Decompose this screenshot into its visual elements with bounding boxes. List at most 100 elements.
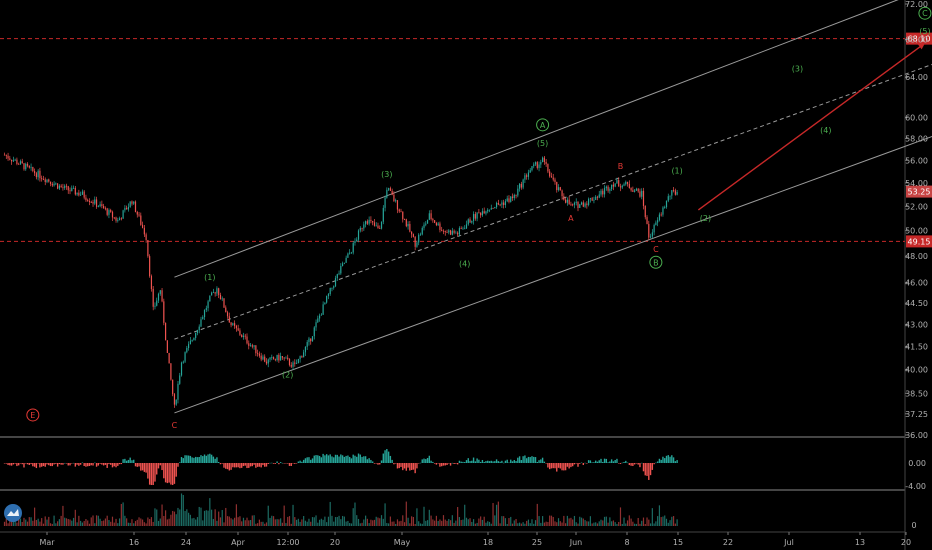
candle-body (589, 198, 591, 200)
candle-body (92, 202, 94, 204)
candle-body (23, 163, 25, 170)
oscillator-bar (547, 463, 549, 468)
oscillator-bar (515, 461, 517, 463)
oscillator-bar (566, 463, 569, 467)
candle-body (41, 178, 43, 180)
volume-bar (292, 504, 294, 526)
candle-body (12, 160, 14, 162)
volume-bar (563, 515, 565, 526)
candle-body (25, 163, 27, 170)
volume-bar (494, 515, 496, 526)
candle-body (435, 222, 437, 226)
oscillator-bar (563, 463, 565, 471)
volume-bar (318, 519, 321, 526)
volume-bar (649, 523, 652, 526)
oscillator-bar (21, 463, 23, 465)
oscillator-bar (251, 463, 254, 467)
oscillator-bar (136, 463, 138, 467)
volume-bar (487, 521, 489, 526)
oscillator-bar (635, 463, 638, 464)
oscillator-bar (210, 454, 213, 463)
candle-body (182, 361, 184, 363)
oscillator-bar (265, 463, 268, 467)
oscillator-bar (209, 453, 211, 463)
oscillator-bar (371, 461, 374, 463)
oscillator-bar (134, 463, 137, 467)
volume-bar (591, 523, 593, 526)
candle-body (219, 295, 222, 300)
volume-bar (584, 520, 586, 526)
candle-body (628, 183, 630, 189)
volume-bar (311, 517, 314, 526)
volume-bar (637, 517, 639, 526)
oscillator-bar (5, 463, 7, 464)
volume-bar (136, 519, 138, 526)
candle-body (175, 399, 177, 405)
oscillator-bar (525, 458, 528, 463)
oscillator-bar (108, 463, 110, 465)
candle-body (361, 227, 363, 229)
oscillator-bar (345, 455, 347, 463)
volume-bar (402, 515, 404, 526)
volume-bar (141, 519, 144, 526)
candle-body (464, 228, 466, 230)
oscillator-bar (510, 459, 512, 463)
oscillator-bar (618, 463, 620, 464)
candle-body (53, 183, 55, 186)
volume-bar (7, 523, 9, 526)
candle-body (48, 179, 50, 182)
oscillator-bar (343, 456, 346, 463)
time-tick-label: 8 (624, 538, 629, 547)
tradingview-logo[interactable] (4, 504, 22, 522)
projection-arrow[interactable] (697, 42, 926, 211)
time-axis[interactable]: Mar 16 24 Apr 12:00 20 May 18 25 Jun 8 15 22 Jul 13 20 (39, 532, 911, 547)
volume-bar (524, 523, 526, 526)
oscillator-bar (19, 463, 22, 464)
volume-bar (607, 522, 609, 526)
candle-body (150, 276, 153, 289)
oscillator-bar (433, 463, 436, 464)
candle-body (111, 211, 114, 218)
volume-bar (149, 519, 151, 526)
candle-body (280, 356, 282, 361)
candle-body (411, 231, 413, 235)
volume-bar (572, 519, 574, 526)
price-axis[interactable]: 72.00 68.00 64.00 60.00 58.00 56.00 54.00 52.00… (905, 0, 928, 440)
wave-label: (3) (792, 64, 803, 73)
oscillator-bar (35, 463, 38, 469)
horizontal-levels[interactable]: 68.10 49.15 53.25 (0, 32, 932, 248)
candle-body (203, 309, 206, 318)
volume-bar (180, 493, 183, 526)
candle-body (21, 161, 23, 164)
candle-body (30, 166, 32, 168)
candle-body (267, 359, 269, 364)
oscillator-bar (536, 461, 538, 463)
candle-body (667, 196, 669, 201)
volume-bar (18, 515, 20, 526)
candle-body (341, 263, 344, 266)
candle-body (395, 200, 397, 202)
volume-bar (425, 520, 427, 526)
trend-channel[interactable] (174, 0, 932, 414)
oscillator-bar (56, 463, 59, 467)
oscillator-bar (55, 463, 57, 464)
oscillator-bar (506, 459, 508, 463)
volume-bar (248, 520, 250, 526)
candle-body (294, 362, 296, 364)
volume-bar (253, 515, 255, 526)
volume-bar (218, 511, 220, 526)
oscillator-bar (179, 462, 181, 463)
oscillator-bar (428, 455, 431, 463)
oscillator-bar (387, 451, 390, 463)
oscillator-bar (193, 457, 195, 463)
volume-bar (168, 518, 170, 526)
volume-bar (48, 516, 50, 526)
candle-body (568, 199, 570, 205)
oscillator-bar (219, 463, 222, 465)
oscillator-bar (352, 454, 354, 463)
wave-label: A (540, 121, 546, 130)
volume-bar (228, 516, 230, 526)
oscillator-bar (389, 455, 392, 463)
volume-bar (115, 518, 117, 526)
volume-bar (476, 522, 478, 526)
